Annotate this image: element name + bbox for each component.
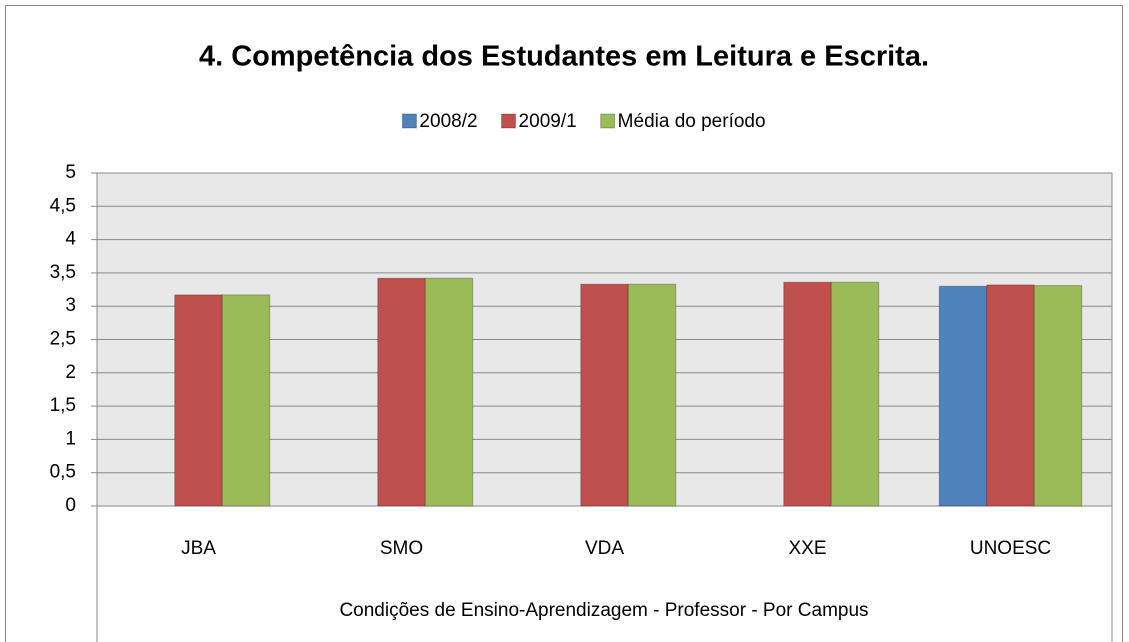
bar	[377, 277, 426, 507]
bar	[783, 281, 832, 507]
bar	[627, 283, 677, 507]
x-tick-label: SMO	[380, 538, 423, 559]
bar	[580, 283, 629, 507]
y-tick-label: 0	[65, 495, 76, 516]
x-tick-label: UNOESC	[970, 538, 1051, 559]
x-tick-label: XXE	[788, 538, 826, 559]
legend-swatch	[401, 113, 417, 129]
bar	[830, 281, 880, 507]
y-tick-label: 4	[65, 229, 76, 250]
y-tick-label: 1	[65, 428, 76, 449]
y-tick-label: 0,5	[50, 462, 76, 483]
legend: 2008/2 2009/1 Média do período	[401, 111, 766, 132]
chart-title: 4. Competência dos Estudantes em Leitura…	[199, 41, 929, 73]
legend-swatch	[501, 113, 517, 129]
y-tick-label: 2,5	[50, 329, 76, 350]
y-tick-label: 4,5	[50, 195, 76, 216]
bar	[986, 284, 1035, 507]
bar	[1033, 285, 1083, 507]
legend-label: Média do período	[618, 111, 766, 132]
legend-label: 2008/2	[419, 111, 477, 132]
y-tick-label: 5	[65, 162, 76, 183]
y-tick-label: 2	[65, 362, 76, 383]
bar	[221, 294, 271, 507]
x-axis-title: Condições de Ensino-Aprendizagem - Profe…	[339, 600, 868, 621]
bar	[424, 277, 474, 507]
bar	[938, 285, 988, 507]
legend-label: 2009/1	[519, 111, 577, 132]
y-tick-label: 3,5	[50, 262, 76, 283]
y-tick-label: 3	[65, 295, 76, 316]
x-tick-label: JBA	[181, 538, 216, 559]
legend-swatch	[600, 113, 616, 129]
y-tick-label: 1,5	[50, 395, 76, 416]
x-tick-label: VDA	[585, 538, 624, 559]
bar	[174, 294, 223, 507]
